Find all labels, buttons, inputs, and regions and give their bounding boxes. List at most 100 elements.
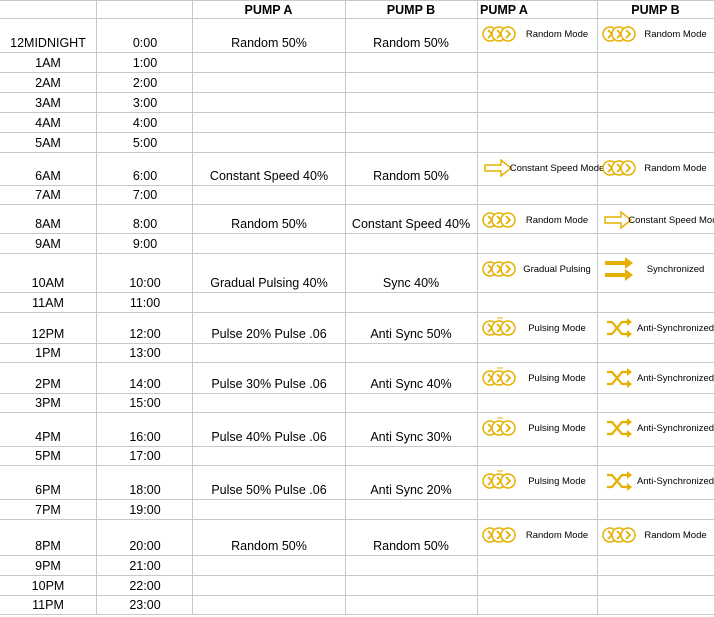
schedule-row: 12MIDNIGHT 0:00 Random 50% Random 50% Random… [10, 26, 707, 50]
icon-part [625, 29, 632, 39]
icon-part [627, 418, 632, 438]
mode-icon [482, 317, 516, 336]
time-label: 12:00 [129, 327, 160, 341]
icon-part [505, 264, 512, 274]
mode-label: Anti-Synchronized [637, 323, 714, 334]
hour-label: 11PM [32, 598, 64, 612]
time-label: 20:00 [129, 539, 160, 553]
pump-b-setting: Random 50% [373, 36, 449, 50]
mode-icon [482, 212, 516, 228]
icon-part [500, 320, 516, 336]
icon-part [505, 215, 512, 225]
pump-b-setting: Random 50% [373, 539, 449, 553]
icon-part [505, 373, 512, 383]
icon-part [625, 163, 632, 173]
mode-icon [482, 527, 516, 543]
schedule-row: 5PM 17:00 [35, 449, 161, 463]
pump-a-setting: Pulse 50% Pulse .06 [211, 483, 326, 497]
mode-icon [602, 26, 636, 42]
hour-label: 9PM [35, 559, 61, 573]
icon-part [500, 212, 516, 228]
time-label: 15:00 [129, 396, 160, 410]
hour-label: 7AM [35, 188, 61, 202]
column-header: PUMP A [480, 3, 528, 17]
schedule-row: 11PM 23:00 [32, 598, 161, 612]
pump-a-setting: Random 50% [231, 539, 307, 553]
schedule-row: 6AM 6:00 Constant Speed 40% Random 50% Const… [35, 158, 707, 183]
icon-part [625, 530, 632, 540]
schedule-row: 10AM 10:00 Gradual Pulsing 40% Sync 40% Grad… [32, 257, 705, 290]
hour-label: 6AM [35, 169, 61, 183]
mode-icon [607, 471, 632, 491]
mode-icon [484, 158, 513, 178]
mode-label: Anti-Synchronized [637, 423, 714, 434]
mode-label: Random Mode [526, 215, 588, 226]
hour-label: 5AM [35, 136, 61, 150]
icon-part [607, 420, 628, 436]
icon-part [620, 160, 636, 176]
mode-icon [605, 257, 633, 281]
mode-label: Random Mode [644, 530, 706, 541]
schedule-row: 11AM 11:00 [32, 296, 160, 310]
time-label: 19:00 [129, 503, 160, 517]
time-label: 2:00 [133, 76, 157, 90]
icon-part [500, 473, 516, 489]
hour-label: 4PM [35, 430, 61, 444]
hour-label: 11AM [32, 296, 64, 310]
time-label: 10:00 [129, 276, 160, 290]
schedule-row: 4PM 16:00 Pulse 40% Pulse .06 Anti Sync 30%… [35, 417, 714, 444]
schedule-row: 4AM 4:00 [35, 116, 157, 130]
mode-label: Random Mode [526, 29, 588, 40]
mode-icon [482, 261, 516, 277]
mode-label: Synchronized [647, 264, 705, 275]
time-label: 7:00 [133, 188, 157, 202]
schedule-row: 7PM 19:00 [35, 503, 161, 517]
icon-part [500, 261, 516, 277]
mode-label: Constant Speed Mode [510, 163, 605, 174]
icon-part [484, 158, 513, 178]
hour-label: 12PM [32, 327, 65, 341]
pump-a-setting: Random 50% [231, 36, 307, 50]
time-label: 21:00 [129, 559, 160, 573]
hour-label: 9AM [35, 237, 61, 251]
pump-a-setting: Pulse 20% Pulse .06 [211, 327, 326, 341]
icon-part [500, 370, 516, 386]
schedule-row: 6PM 18:00 Pulse 50% Pulse .06 Anti Sync 20%… [35, 470, 714, 497]
icon-part [607, 370, 628, 386]
hour-label: 3PM [35, 396, 61, 410]
mode-icon [482, 367, 516, 386]
time-label: 5:00 [133, 136, 157, 150]
icon-part [620, 26, 636, 42]
pump-a-setting: Random 50% [231, 217, 307, 231]
mode-label: Random Mode [644, 29, 706, 40]
icon-part [605, 257, 633, 269]
mode-label: Pulsing Mode [528, 373, 586, 384]
hour-label: 7PM [35, 503, 61, 517]
mode-icon [607, 368, 632, 388]
pump-b-setting: Constant Speed 40% [352, 217, 470, 231]
schedule-row: 12PM 12:00 Pulse 20% Pulse .06 Anti Sync 50… [32, 317, 714, 341]
time-label: 14:00 [129, 377, 160, 391]
icon-part [605, 269, 633, 281]
hour-label: 2AM [35, 76, 61, 90]
schedule-row: 7AM 7:00 [35, 188, 157, 202]
icon-part [505, 29, 512, 39]
hour-label: 8PM [35, 539, 61, 553]
time-label: 23:00 [129, 598, 160, 612]
hour-label: 1AM [35, 56, 61, 70]
pump-b-setting: Anti Sync 40% [370, 377, 451, 391]
time-label: 0:00 [133, 36, 157, 50]
column-header: PUMP B [387, 3, 435, 17]
time-label: 6:00 [133, 169, 157, 183]
time-label: 8:00 [133, 217, 157, 231]
icon-part [500, 26, 516, 42]
mode-icon [602, 160, 636, 176]
schedule-row: 9AM 9:00 [35, 237, 157, 251]
hour-label: 12MIDNIGHT [10, 36, 86, 50]
mode-label: Pulsing Mode [528, 423, 586, 434]
mode-icon [607, 418, 632, 438]
icon-part [505, 530, 512, 540]
schedule-row: 5AM 5:00 [35, 136, 157, 150]
